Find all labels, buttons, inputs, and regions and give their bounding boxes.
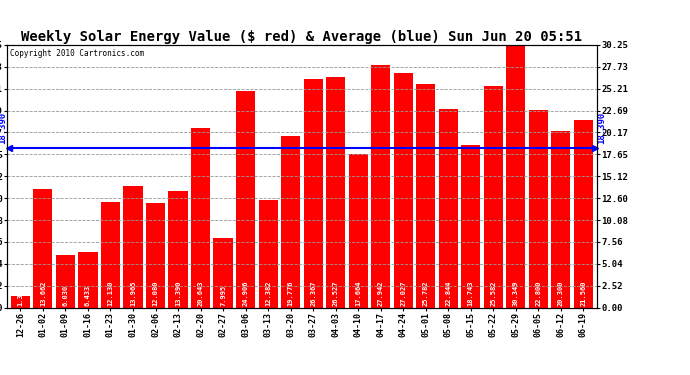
- Title: Weekly Solar Energy Value ($ red) & Average (blue) Sun Jun 20 05:51: Weekly Solar Energy Value ($ red) & Aver…: [21, 30, 582, 44]
- Bar: [79, 252, 97, 308]
- Bar: [11, 296, 30, 307]
- Bar: [146, 202, 165, 308]
- Text: 18.390: 18.390: [597, 112, 606, 144]
- Bar: [191, 128, 210, 308]
- Bar: [529, 110, 548, 308]
- Text: 24.906: 24.906: [243, 280, 248, 306]
- Text: 17.664: 17.664: [355, 280, 361, 306]
- Text: 21.560: 21.560: [580, 280, 586, 306]
- Text: 25.782: 25.782: [423, 280, 428, 306]
- Bar: [393, 73, 413, 308]
- Text: 20.643: 20.643: [197, 280, 204, 306]
- Text: 12.382: 12.382: [265, 280, 271, 306]
- Text: 19.776: 19.776: [288, 280, 294, 306]
- Bar: [551, 131, 571, 308]
- Text: 18.390: 18.390: [0, 112, 7, 144]
- Text: 25.582: 25.582: [491, 280, 496, 306]
- Bar: [56, 255, 75, 308]
- Text: 26.527: 26.527: [333, 280, 339, 306]
- Text: 13.662: 13.662: [40, 280, 46, 306]
- Bar: [259, 200, 277, 308]
- Text: 6.030: 6.030: [62, 285, 68, 306]
- Text: 27.027: 27.027: [400, 280, 406, 306]
- Text: 12.080: 12.080: [152, 280, 159, 306]
- Text: 26.367: 26.367: [310, 280, 316, 306]
- Bar: [416, 84, 435, 308]
- Bar: [236, 92, 255, 308]
- Bar: [304, 79, 323, 308]
- Text: 6.433: 6.433: [85, 285, 91, 306]
- Text: 1.364: 1.364: [17, 285, 23, 306]
- Bar: [326, 77, 345, 308]
- Bar: [33, 189, 52, 308]
- Text: 22.800: 22.800: [535, 280, 542, 306]
- Bar: [439, 109, 457, 307]
- Text: 22.844: 22.844: [445, 280, 451, 306]
- Text: 7.995: 7.995: [220, 285, 226, 306]
- Bar: [506, 44, 525, 308]
- Bar: [101, 202, 120, 308]
- Bar: [281, 136, 300, 308]
- Text: 30.349: 30.349: [513, 280, 519, 306]
- Bar: [124, 186, 143, 308]
- Text: 27.942: 27.942: [377, 280, 384, 306]
- Text: 13.965: 13.965: [130, 280, 136, 306]
- Bar: [461, 145, 480, 308]
- Text: 20.300: 20.300: [558, 280, 564, 306]
- Text: 12.130: 12.130: [108, 280, 113, 306]
- Bar: [168, 191, 188, 308]
- Bar: [371, 65, 391, 308]
- Bar: [484, 86, 503, 308]
- Bar: [213, 238, 233, 308]
- Text: Copyright 2010 Cartronics.com: Copyright 2010 Cartronics.com: [10, 49, 144, 58]
- Bar: [348, 154, 368, 308]
- Text: 13.390: 13.390: [175, 280, 181, 306]
- Bar: [574, 120, 593, 308]
- Text: 18.743: 18.743: [468, 280, 474, 306]
